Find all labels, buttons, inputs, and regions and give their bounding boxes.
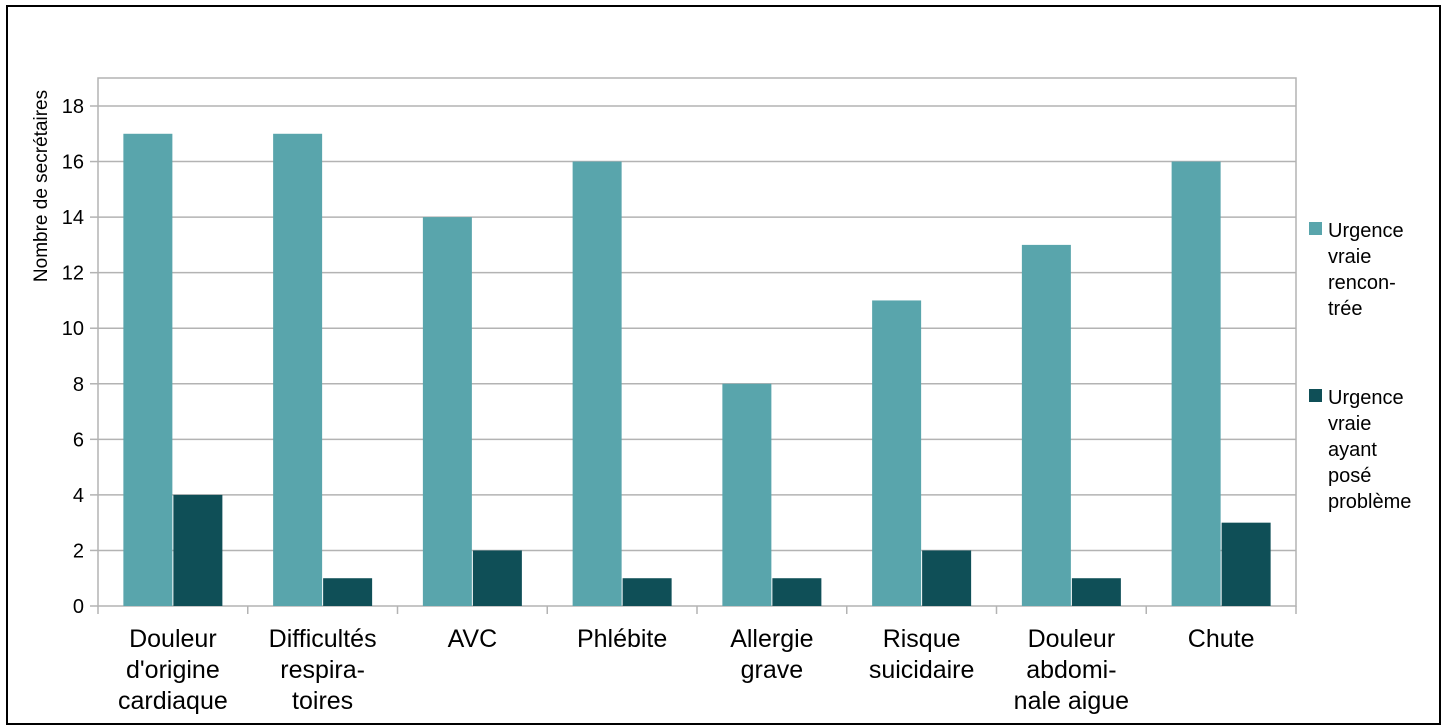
y-tick-label: 2 (73, 540, 84, 562)
bar-series-1 (273, 133, 323, 606)
bar-series-1 (572, 161, 622, 607)
bars (123, 133, 1271, 607)
bar-series-1 (872, 300, 922, 606)
y-tick-label: 0 (73, 596, 84, 618)
bar-series-1 (123, 133, 173, 606)
bar-series-2 (622, 578, 672, 606)
legend: Urgence vraie rencon-trée Urgence vraie ayant… (1309, 220, 1411, 513)
bar-series-2 (922, 550, 972, 606)
x-tick-label: Phlébite (577, 625, 667, 653)
bar-series-2 (472, 550, 522, 606)
x-tick-label: Douleur abdomi-nale aigue (1014, 625, 1129, 715)
y-tick-labels: 0 2 4 6 8 10 12 14 16 18 (62, 96, 84, 618)
bar-series-2 (1221, 522, 1271, 606)
bar-series-2 (1071, 578, 1121, 606)
x-tick-label: Difficultés respira-toires (269, 625, 377, 715)
bar-series-1 (1171, 161, 1221, 607)
x-tick-label: Douleur d'origine cardiaque (118, 625, 228, 715)
y-tick-label: 6 (73, 429, 84, 451)
x-tick-label: Allergie grave (730, 625, 813, 684)
legend-label: Urgence vraie ayant posé problème (1328, 387, 1411, 513)
bar-series-2 (173, 494, 223, 606)
legend-swatch (1309, 389, 1322, 402)
x-tick-label: Risque suicidaire (869, 625, 975, 684)
bar-series-1 (722, 383, 772, 606)
y-tick-label: 14 (62, 207, 84, 229)
y-tick-label: 8 (73, 374, 84, 396)
bar-series-2 (772, 578, 822, 606)
x-tick-labels: Douleur d'origine cardiaque Difficultés resp… (118, 625, 1255, 715)
legend-label: Urgence vraie rencon-trée (1328, 220, 1404, 320)
y-tick-label: 12 (62, 263, 84, 285)
legend-swatch (1309, 222, 1322, 235)
y-tick-label: 18 (62, 96, 84, 118)
y-tick-label: 10 (62, 318, 84, 340)
bar-series-2 (323, 578, 373, 606)
y-tick-label: 4 (73, 485, 84, 507)
y-tick-label: 16 (62, 152, 84, 174)
y-axis-label: Nombre de secrétaires (31, 90, 52, 282)
axes (90, 105, 1297, 614)
x-tick-label: Chute (1188, 625, 1255, 653)
bar-series-1 (1021, 244, 1071, 606)
bar-series-1 (422, 217, 472, 606)
x-tick-label: AVC (448, 625, 498, 653)
